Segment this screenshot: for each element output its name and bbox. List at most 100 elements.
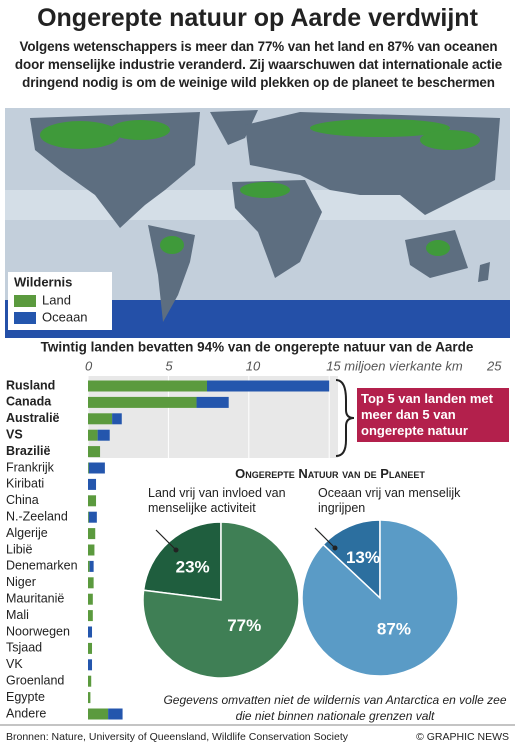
bar-segment (88, 511, 97, 523)
wild-land-patch (240, 182, 290, 198)
category-label: China (6, 493, 39, 507)
pie-leader-dot (332, 545, 338, 551)
category-label: Noorwegen (6, 624, 70, 638)
category-label: VK (6, 657, 23, 671)
pie-title: Oceaan vrij van menselijk ingrijpen (318, 486, 461, 515)
category-label: Mauritanië (6, 591, 64, 605)
pie-slice (142, 521, 222, 601)
bar-segment (88, 462, 105, 474)
pie-value-label: 23% (176, 557, 210, 576)
legend-swatch (14, 295, 36, 307)
category-label: Kiribati (6, 477, 44, 491)
category-label: Niger (6, 575, 36, 589)
bar-segment (88, 413, 113, 425)
bar-segment (88, 708, 109, 720)
pie-charts: 23% 77% 13% 87% (142, 519, 459, 679)
category-label: Denemarken (6, 559, 78, 573)
legend-label: Oceaan (42, 309, 88, 324)
legend-label: Land (42, 292, 71, 307)
category-label: Rusland (6, 378, 55, 392)
bar-segment (88, 380, 207, 392)
x-tick-label: 10 (246, 358, 261, 373)
wild-land-patch (110, 120, 170, 140)
bar-segment (88, 626, 93, 638)
x-tick-label: 0 (85, 358, 93, 373)
pie-slice (142, 521, 300, 679)
bar-segment (88, 544, 95, 556)
bar-segment (112, 413, 122, 425)
x-tick-label: 5 (165, 358, 173, 373)
pie-value-label: 87% (377, 620, 411, 639)
note: Gegevens omvatten niet de wildernis van … (163, 693, 507, 723)
bar-segment (88, 495, 97, 507)
bar-segment (88, 396, 197, 408)
pie-leader-dot (173, 547, 179, 553)
callout: Top 5 van landen met meer dan 5 van onge… (357, 388, 509, 442)
bar-segment (88, 429, 98, 441)
bar-segment (206, 380, 330, 392)
x-tick-label: 15 miljoen vierkante km (326, 358, 463, 373)
bar-segment (88, 675, 92, 687)
wild-land-patch (420, 130, 480, 150)
bar-segment (108, 708, 123, 720)
category-label: Libië (6, 542, 32, 556)
bar-segment (88, 446, 101, 458)
sources: Bronnen: Nature, University of Queenslan… (6, 731, 348, 743)
title: Ongerepte natuur op Aarde verdwijnt (37, 4, 478, 32)
bar-segment (88, 642, 93, 654)
legend-swatch (14, 312, 36, 324)
legend-title: Wildernis (14, 274, 72, 289)
category-label: Egypte (6, 690, 45, 704)
map-land (232, 180, 322, 278)
map-land (210, 110, 258, 145)
bar-segment (88, 462, 89, 474)
wild-land-patch (160, 236, 184, 254)
bar-segment (88, 528, 96, 540)
category-label: Mali (6, 608, 29, 622)
wild-land-patch (426, 240, 450, 256)
pie-slice (301, 519, 459, 677)
bar-segment (88, 593, 93, 605)
category-label: Andere (6, 706, 46, 720)
wild-land-patch (310, 119, 450, 137)
category-label: VS (6, 427, 23, 441)
category-label: Groenland (6, 673, 64, 687)
map-wild-land (40, 119, 480, 256)
category-label: Tsjaad (6, 641, 42, 655)
map-land (148, 225, 195, 322)
bar-segment (88, 511, 89, 523)
pie-value-label: 13% (346, 548, 380, 567)
category-label: Australië (6, 411, 60, 425)
section-title: Ongerepte Natuur van de Planeet (235, 466, 425, 481)
category-label: Brazilië (6, 444, 51, 458)
subtitle: Volgens wetenschappers is meer dan 77% v… (14, 39, 503, 90)
pie-slice (322, 519, 381, 600)
wild-land-patch (40, 121, 120, 149)
bar-segment (97, 429, 110, 441)
bar-chart-title: Twintig landen bevatten 94% van de onger… (41, 340, 474, 355)
bar-segment (88, 659, 93, 671)
bar-segment (88, 610, 93, 622)
bar-segment (196, 396, 229, 408)
category-label: N.-Zeeland (6, 509, 68, 523)
world-map: Wildernis Land Oceaan (5, 108, 510, 338)
x-tick-label: 25 (486, 358, 502, 373)
bar-chart: 0 5 10 15 miljoen vierkante km 25 Rusland Cana… (6, 358, 502, 720)
bar-segment (88, 560, 90, 572)
pie-value-label: 77% (227, 616, 261, 635)
brace (335, 379, 355, 457)
category-label: Frankrijk (6, 460, 55, 474)
bar-segment (88, 692, 91, 704)
category-label: Canada (6, 395, 52, 409)
credit: © GRAPHIC NEWS (416, 731, 509, 743)
bar-segment (88, 577, 94, 589)
category-label: Algerije (6, 526, 48, 540)
pie-leader (155, 529, 177, 551)
bar-segment (89, 560, 94, 572)
map-land (478, 262, 490, 282)
pie-title: Land vrij van invloed van menselijke act… (148, 486, 286, 515)
bar-segment (88, 478, 97, 490)
pie-leader (314, 527, 336, 549)
